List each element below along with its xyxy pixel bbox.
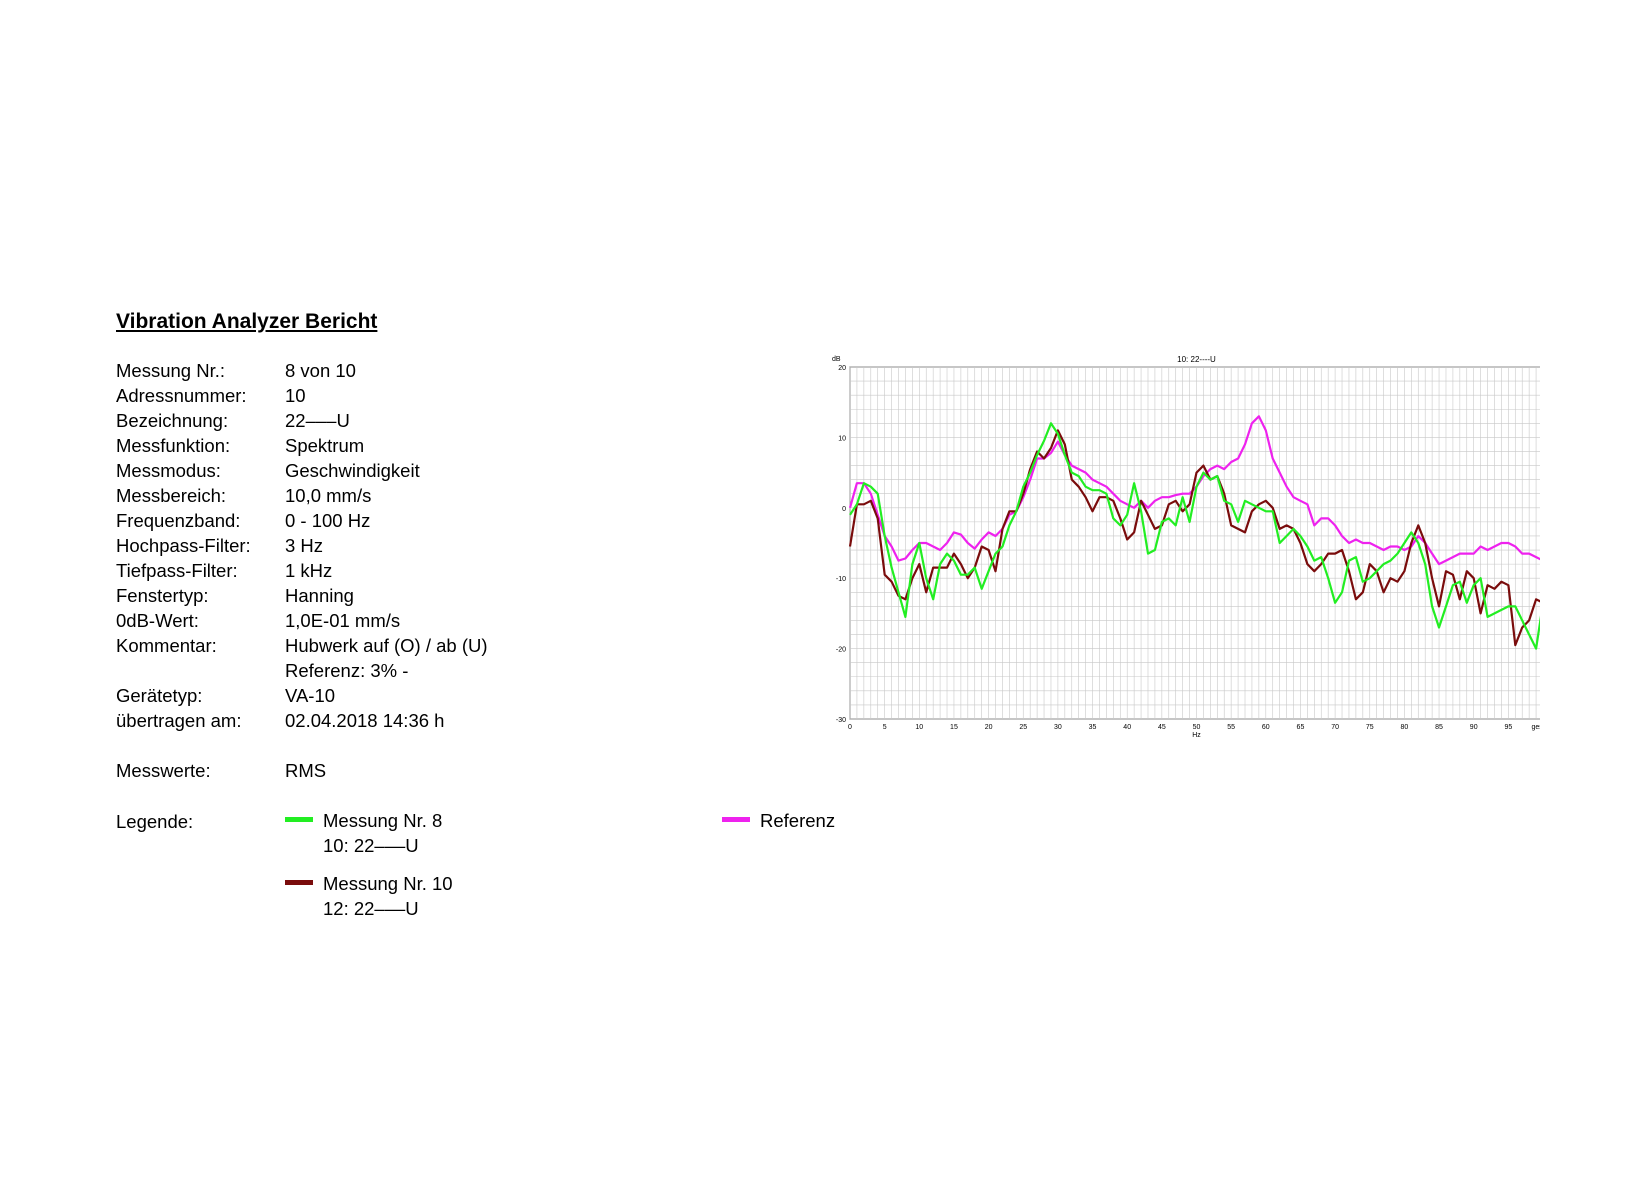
field-value: Spektrum (285, 435, 365, 456)
y-tick-label: -30 (836, 717, 846, 724)
y-tick-label: 10 (838, 435, 846, 442)
legend-swatch (285, 817, 313, 822)
field-label: Kommentar: (116, 635, 217, 656)
legend-text: Messung Nr. 8 10: 22–––U (323, 808, 442, 858)
legend-line2: 10: 22–––U (323, 835, 419, 856)
field-value: Hubwerk auf (O) / ab (U) (285, 635, 488, 656)
legende-label: Legende: (116, 811, 194, 832)
x-tick-label: 30 (1054, 724, 1062, 731)
field-label: Tiefpass-Filter: (116, 560, 238, 581)
y-axis-label: dB (832, 356, 841, 363)
field-value: Geschwindigkeit (285, 460, 420, 481)
legend-line1: Messung Nr. 10 (323, 873, 453, 894)
field-value: 8 von 10 (285, 360, 356, 381)
plot-area (849, 366, 1540, 720)
x-tick-label: 50 (1193, 724, 1201, 731)
x-tick-label: 10 (915, 724, 923, 731)
chart-title: 10: 22----U (1177, 355, 1216, 364)
field-label: Messbereich: (116, 485, 227, 506)
x-tick-label: 95 (1504, 724, 1512, 731)
x-tick-label: 85 (1435, 724, 1443, 731)
field-value: Referenz: 3% - (285, 660, 409, 681)
x-tick-label: 40 (1123, 724, 1131, 731)
x-end-label: gesamt (1532, 724, 1540, 731)
y-tick-label: -20 (836, 647, 846, 654)
field-value: 1 kHz (285, 560, 333, 581)
x-tick-label: 0 (848, 724, 852, 731)
y-tick-label: 0 (842, 506, 846, 513)
field-value: 1,0E-01 mm/s (285, 610, 401, 631)
y-tick-label: 20 (838, 365, 846, 372)
field-value: 10,0 mm/s (285, 485, 372, 506)
x-tick-label: 75 (1366, 724, 1374, 731)
legend-swatch (722, 817, 750, 822)
field-label: Hochpass-Filter: (116, 535, 251, 556)
x-tick-label: 15 (950, 724, 958, 731)
x-tick-label: 35 (1089, 724, 1097, 731)
field-value: 0 - 100 Hz (285, 510, 371, 531)
legend-line2: 12: 22–––U (323, 898, 419, 919)
x-tick-label: 25 (1019, 724, 1027, 731)
field-label: übertragen am: (116, 710, 242, 731)
legend-line1: Messung Nr. 8 (323, 810, 443, 831)
field-value: 3 Hz (285, 535, 324, 556)
field-label: Messung Nr.: (116, 360, 225, 381)
field-label: Bezeichnung: (116, 410, 229, 431)
field-value: RMS (285, 760, 327, 781)
field-value: Hanning (285, 585, 354, 606)
series-line (848, 429, 1540, 647)
field-value: 22–––U (285, 410, 350, 431)
field-label: Messmodus: (116, 460, 221, 481)
field-label: Fenstertyp: (116, 585, 209, 606)
x-tick-label: 20 (985, 724, 993, 731)
series-line (849, 422, 1540, 650)
field-label: 0dB-Wert: (116, 610, 199, 631)
x-tick-label: 5 (883, 724, 887, 731)
x-tick-label: 80 (1401, 724, 1409, 731)
field-value: VA-10 (285, 685, 336, 706)
x-tick-label: 45 (1158, 724, 1166, 731)
field-value: 10 (285, 385, 306, 406)
report-title: Vibration Analyzer Bericht (116, 310, 378, 333)
x-tick-label: 65 (1297, 724, 1305, 731)
legend-text: Messung Nr. 10 12: 22–––U (323, 871, 453, 921)
x-axis-label: Hz (1192, 732, 1201, 739)
x-tick-label: 60 (1262, 724, 1270, 731)
field-label: Gerätetyp: (116, 685, 203, 706)
legend-text: Referenz (760, 808, 835, 833)
x-tick-label: 90 (1470, 724, 1478, 731)
legend-line1: Referenz (760, 810, 836, 831)
field-label: Frequenzband: (116, 510, 241, 531)
field-label: Messfunktion: (116, 435, 231, 456)
y-tick-label: -10 (836, 576, 846, 583)
x-tick-label: 55 (1227, 724, 1235, 731)
legend-swatch (285, 880, 313, 885)
field-label: Messwerte: (116, 760, 211, 781)
field-value: 02.04.2018 14:36 h (285, 710, 445, 731)
x-tick-label: 70 (1331, 724, 1339, 731)
field-label: Adressnummer: (116, 385, 247, 406)
